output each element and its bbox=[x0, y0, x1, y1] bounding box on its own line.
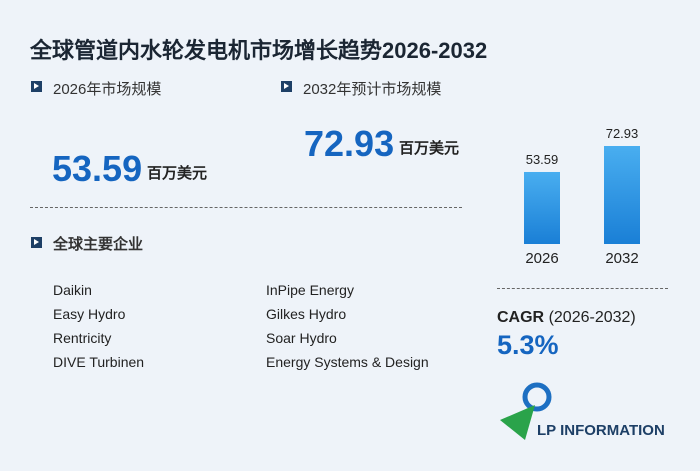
company-name: Soar Hydro bbox=[266, 330, 337, 346]
cagr-value: 5.3% bbox=[497, 330, 559, 360]
bullet bbox=[31, 237, 42, 248]
logo: LP INFORMATION bbox=[500, 382, 665, 440]
company-name: InPipe Energy bbox=[266, 282, 354, 298]
cagr-period: (2026-2032) bbox=[548, 309, 636, 326]
data-label: 53.59 bbox=[526, 152, 559, 167]
data-label: 72.93 bbox=[606, 126, 639, 141]
company-name: Easy Hydro bbox=[53, 306, 126, 322]
cagr-label: CAGR (2026-2032) bbox=[497, 309, 636, 327]
x-tick-label: 2026 bbox=[525, 250, 558, 267]
market-unit: 百万美元 bbox=[147, 165, 208, 182]
section-label: 2026年市场规模 bbox=[53, 81, 162, 98]
logo-ring bbox=[522, 382, 552, 412]
logo-text: LP INFORMATION bbox=[537, 422, 665, 439]
company-name: Gilkes Hydro bbox=[266, 306, 347, 322]
section-label: 2032年预计市场规模 bbox=[303, 81, 442, 98]
bullet bbox=[31, 81, 42, 92]
divider bbox=[497, 288, 668, 289]
logo-leaf bbox=[500, 405, 535, 440]
bullet bbox=[281, 81, 292, 92]
cagr-title: CAGR bbox=[497, 309, 545, 326]
market-unit: 百万美元 bbox=[399, 140, 460, 157]
market-value: 53.59 bbox=[52, 148, 143, 189]
bar bbox=[604, 146, 640, 244]
bar bbox=[524, 171, 560, 244]
company-name: DIVE Turbinen bbox=[53, 354, 145, 370]
divider bbox=[30, 207, 462, 208]
company-name: Energy Systems & Design bbox=[266, 354, 429, 370]
market-value: 72.93 bbox=[304, 123, 395, 164]
title: 全球管道内水轮发电机市场增长趋势2026-2032 bbox=[30, 38, 488, 63]
company-name: Rentricity bbox=[53, 330, 112, 346]
company-name: Daikin bbox=[53, 282, 92, 298]
section-label: 全球主要企业 bbox=[53, 236, 144, 253]
x-tick-label: 2032 bbox=[605, 250, 638, 267]
